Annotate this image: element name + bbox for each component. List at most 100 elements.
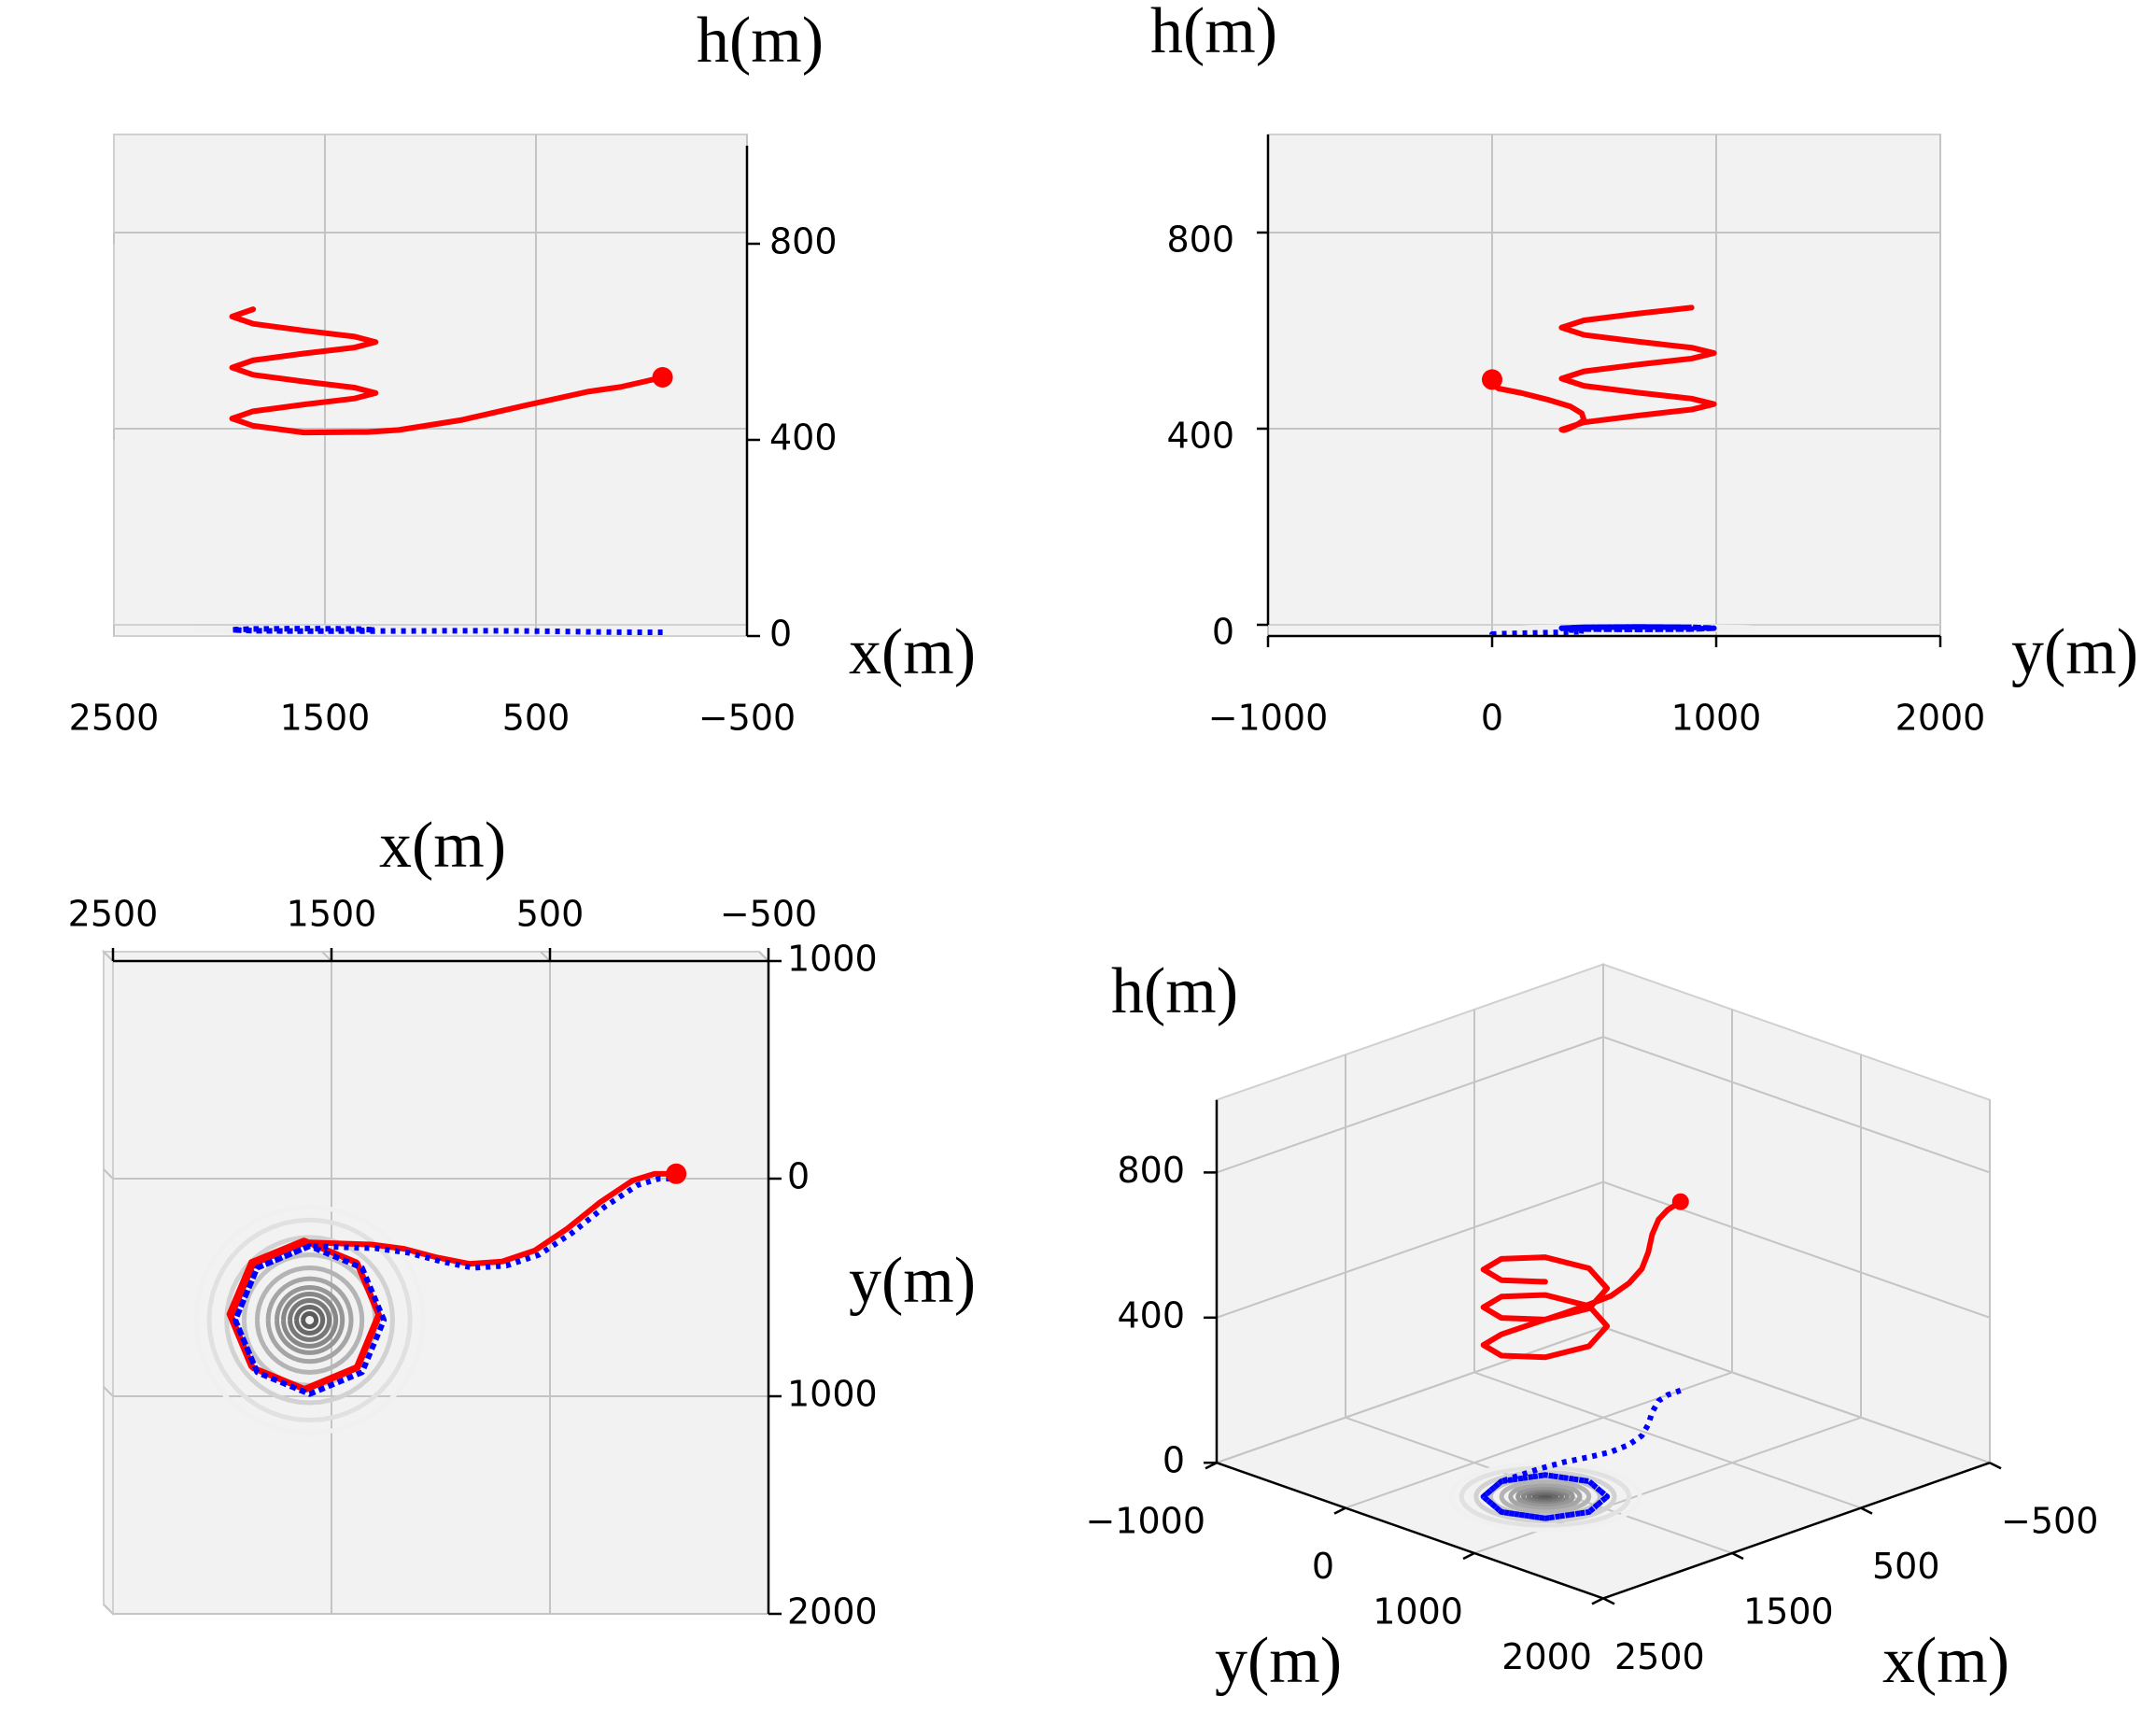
- tick-label: −1000: [1208, 698, 1329, 739]
- tick-label: 0: [1212, 612, 1234, 653]
- grid-line: [321, 951, 332, 962]
- grid-line: [103, 951, 114, 962]
- contour: [1447, 1461, 1642, 1533]
- axis-label: x(m): [379, 810, 506, 882]
- tick-label: 400: [1117, 1294, 1185, 1336]
- tick-mark: [1591, 1597, 1604, 1605]
- start-point: [666, 1163, 687, 1184]
- contour: [193, 1204, 426, 1436]
- tick-label: 1000: [1373, 1591, 1463, 1633]
- axis-label: h(m): [1150, 0, 1277, 67]
- tick-label: −1000: [1085, 1501, 1205, 1542]
- ground-track: [229, 626, 663, 635]
- tick-label: 0: [1163, 1440, 1185, 1481]
- contour: [288, 1297, 332, 1342]
- start-point: [1671, 1193, 1689, 1210]
- tick-label: 0: [1312, 1546, 1334, 1587]
- tick-label: −500: [720, 894, 817, 935]
- grid-line: [103, 1604, 114, 1615]
- contour: [301, 1310, 319, 1329]
- grid-line: [1216, 1181, 1604, 1319]
- grid-line: [1473, 1371, 1862, 1509]
- flight-path: [1489, 304, 1717, 433]
- tick-label: 800: [1166, 219, 1234, 261]
- tick-label: 800: [769, 221, 838, 262]
- tick-label: 500: [1872, 1546, 1940, 1587]
- tick-mark: [1860, 1506, 1873, 1515]
- contour: [1458, 1464, 1632, 1529]
- axis-label: h(m): [1111, 955, 1238, 1027]
- ground-track: [233, 1176, 682, 1397]
- contour: [224, 1235, 396, 1406]
- tick-label: 2500: [69, 698, 160, 739]
- axis-label: x(m): [849, 616, 976, 688]
- axis-line: [1602, 1462, 1991, 1600]
- axis-label: y(m): [1215, 1625, 1342, 1697]
- contour: [206, 1217, 413, 1423]
- tick-label: 500: [502, 698, 571, 739]
- start-point: [652, 367, 673, 388]
- tick-mark: [1333, 1506, 1346, 1515]
- axis-label: y(m): [849, 1245, 976, 1317]
- flight-path: [229, 306, 666, 436]
- contour: [1473, 1469, 1617, 1524]
- tick-label: 400: [1166, 416, 1234, 457]
- tick-label: 1000: [1671, 698, 1762, 739]
- start-point: [1482, 369, 1502, 390]
- subplot: −1000 0 1000 2000 0 400 800 h(m) y(m): [1150, 0, 2138, 739]
- contour: [1499, 1478, 1592, 1515]
- tick-label: 1500: [1743, 1591, 1834, 1633]
- tick-label: 1000: [787, 939, 878, 980]
- flight-path: [1480, 1198, 1684, 1361]
- grid-line: [1216, 1036, 1604, 1174]
- tick-label: 2000: [1501, 1636, 1592, 1677]
- tick-label: −500: [2001, 1501, 2098, 1542]
- tick-label: 1500: [287, 894, 377, 935]
- grid-line: [1602, 1326, 1991, 1464]
- tick-mark: [1602, 1597, 1615, 1605]
- tick-label: 2500: [68, 894, 159, 935]
- tick-label: 1000: [787, 1374, 878, 1415]
- grid-line: [540, 951, 551, 962]
- axis-label: h(m): [697, 5, 824, 77]
- grid-line: [1602, 1181, 1991, 1319]
- tick-label: −500: [698, 698, 796, 739]
- tick-mark: [1205, 1462, 1218, 1470]
- axis-line: [1216, 1462, 1604, 1600]
- contour: [294, 1304, 326, 1336]
- tick-label: 0: [769, 614, 792, 655]
- ground-track: [1489, 624, 1717, 637]
- tick-label: 2500: [1614, 1636, 1705, 1677]
- axis-label: x(m): [1882, 1625, 2009, 1697]
- tick-mark: [1989, 1462, 2002, 1470]
- tick-label: 800: [1117, 1150, 1185, 1191]
- grid-line: [103, 1168, 114, 1180]
- tick-label: 500: [516, 894, 585, 935]
- pane: [112, 960, 769, 1615]
- subplot: 0 400 800 −1000 0 1000 2000 −500 500 1500 2500 h(m)…: [1085, 955, 2098, 1697]
- pane: [103, 949, 114, 1617]
- grid-line: [758, 951, 769, 962]
- tick-label: 400: [769, 417, 838, 459]
- grid-line: [1216, 1326, 1604, 1464]
- contour: [281, 1291, 339, 1349]
- axis-label: y(m): [2011, 616, 2138, 688]
- contour: [265, 1276, 354, 1364]
- contour: [254, 1265, 365, 1375]
- pane: [101, 951, 771, 962]
- tick-label: 2000: [787, 1591, 878, 1633]
- tick-label: 0: [787, 1156, 810, 1197]
- tick-label: 1500: [280, 698, 371, 739]
- subplot: 2500 1500 500 −500 0 400 800 h(m) x(m): [69, 5, 976, 738]
- ground-track: [1480, 1387, 1682, 1521]
- contour: [1508, 1481, 1583, 1512]
- tick-label: 0: [1481, 698, 1503, 739]
- pane: [1267, 134, 1941, 626]
- contour: [275, 1284, 345, 1355]
- tick-mark: [1731, 1551, 1744, 1561]
- tick-mark: [1462, 1551, 1475, 1561]
- tick-label: 2000: [1895, 698, 1986, 739]
- contour: [1515, 1484, 1575, 1509]
